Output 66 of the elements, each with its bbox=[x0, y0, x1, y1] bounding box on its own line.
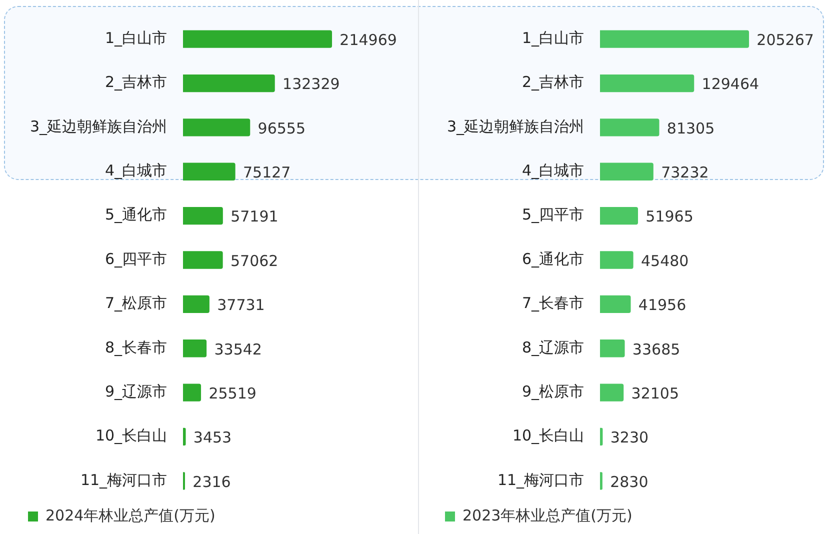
y-tick-label: 6_通化市 bbox=[522, 250, 584, 268]
data-label: 2830 bbox=[610, 472, 648, 491]
y-tick-label: 5_通化市 bbox=[104, 206, 168, 224]
y-tick-label: 7_长春市 bbox=[522, 294, 584, 312]
bar bbox=[600, 74, 694, 92]
data-label: 3453 bbox=[193, 428, 232, 447]
data-label: 37731 bbox=[217, 296, 265, 314]
bar bbox=[600, 251, 634, 269]
y-tick-label: 4_白城市 bbox=[522, 162, 584, 180]
y-tick-label: 9_松原市 bbox=[522, 382, 584, 400]
data-label: 96555 bbox=[258, 119, 306, 138]
y-tick-label: 10_长白山 bbox=[95, 426, 168, 445]
y-tick-label: 1_白山市 bbox=[522, 28, 584, 47]
bar bbox=[183, 384, 202, 402]
y-tick-label: 6_四平市 bbox=[104, 250, 168, 268]
y-tick-label: 3_延边朝鲜族自治州 bbox=[446, 117, 584, 136]
y-tick-label: 8_长春市 bbox=[104, 338, 168, 356]
bar bbox=[183, 340, 207, 358]
data-label: 57191 bbox=[230, 208, 278, 226]
data-label: 33685 bbox=[632, 340, 680, 358]
y-tick-label: 9_辽源市 bbox=[104, 382, 168, 400]
bar bbox=[600, 340, 625, 358]
y-tick-label: 5_四平市 bbox=[522, 206, 584, 224]
y-tick-label: 8_辽源市 bbox=[522, 338, 584, 356]
bar bbox=[600, 428, 603, 446]
y-tick-label: 10_长白山 bbox=[512, 426, 584, 445]
data-label: 129464 bbox=[702, 75, 760, 94]
bar bbox=[183, 251, 223, 269]
legend-label: 2023年林业总产值(万元) bbox=[462, 506, 632, 524]
y-tick-label: 11_梅河口市 bbox=[80, 470, 168, 489]
data-label: 57062 bbox=[230, 252, 278, 270]
data-label: 75127 bbox=[242, 164, 291, 182]
bar bbox=[183, 118, 250, 136]
bar bbox=[600, 384, 624, 402]
bar bbox=[183, 428, 186, 446]
y-tick-label: 2_吉林市 bbox=[522, 73, 584, 92]
y-tick-label: 7_松原市 bbox=[104, 294, 168, 312]
bar bbox=[600, 295, 631, 314]
data-label: 33542 bbox=[214, 340, 262, 358]
data-label: 205267 bbox=[756, 30, 814, 49]
bar bbox=[183, 206, 223, 225]
data-label: 132329 bbox=[282, 75, 340, 94]
y-tick-label: 4_白城市 bbox=[104, 162, 168, 180]
data-label: 3230 bbox=[610, 428, 649, 447]
data-label: 214969 bbox=[340, 30, 397, 49]
bar bbox=[600, 162, 654, 180]
data-label: 41956 bbox=[638, 296, 686, 314]
data-label: 51965 bbox=[646, 208, 694, 226]
y-tick-label: 1_白山市 bbox=[104, 28, 168, 47]
data-label: 81305 bbox=[666, 119, 715, 138]
bar bbox=[600, 30, 750, 48]
data-label: 73232 bbox=[661, 164, 709, 182]
bar bbox=[600, 206, 638, 225]
bar bbox=[600, 118, 660, 136]
bar bbox=[183, 295, 210, 314]
data-label: 45480 bbox=[640, 252, 689, 270]
y-tick-label: 3_延边朝鲜族自治州 bbox=[30, 117, 168, 136]
bar bbox=[183, 162, 236, 180]
data-label: 32105 bbox=[631, 384, 680, 402]
data-label: 2316 bbox=[192, 472, 231, 491]
bar bbox=[183, 74, 275, 92]
bar bbox=[183, 30, 332, 48]
y-tick-label: 11_梅河口市 bbox=[497, 470, 584, 489]
legend-label: 2024年林业总产值(万元) bbox=[46, 506, 216, 524]
data-label: 25519 bbox=[208, 384, 256, 402]
y-tick-label: 2_吉林市 bbox=[104, 73, 168, 92]
